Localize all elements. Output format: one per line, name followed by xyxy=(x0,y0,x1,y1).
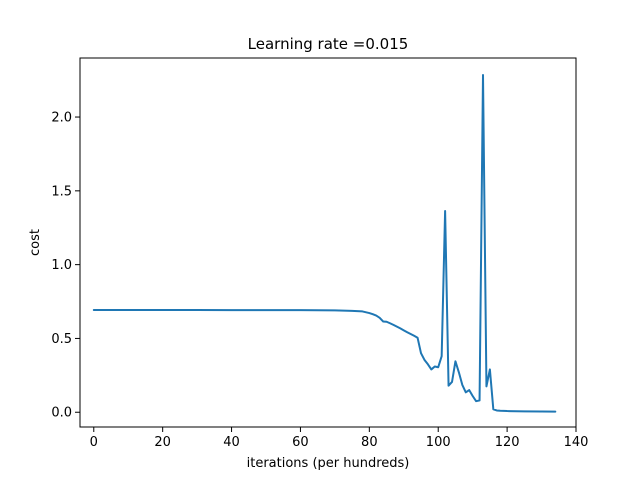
y-tick-label: 2.0 xyxy=(51,111,72,126)
y-tick-label: 0.0 xyxy=(51,406,72,421)
y-tick-label: 1.0 xyxy=(51,258,72,273)
x-tick-label: 140 xyxy=(564,435,589,450)
x-tick-label: 60 xyxy=(292,435,309,450)
x-tick-label: 120 xyxy=(495,435,520,450)
plot-frame xyxy=(79,57,577,428)
x-tick-label: 0 xyxy=(90,435,98,450)
y-tick-label: 1.5 xyxy=(51,184,72,199)
x-tick-label: 100 xyxy=(426,435,451,450)
x-tick-label: 40 xyxy=(223,435,240,450)
x-tick-label: 80 xyxy=(361,435,378,450)
chart-title: Learning rate =0.015 xyxy=(248,35,409,53)
cost-series-line xyxy=(92,73,557,413)
x-axis-label: iterations (per hundreds) xyxy=(247,456,410,471)
series-layer xyxy=(92,73,557,413)
x-axis: 0 20 40 60 80 100 120 140 xyxy=(90,427,589,450)
y-tick-label: 0.5 xyxy=(51,332,72,347)
x-tick-label: 20 xyxy=(154,435,171,450)
y-axis-label: cost xyxy=(28,229,43,256)
y-axis: 0.0 0.5 1.0 1.5 2.0 xyxy=(51,111,80,421)
